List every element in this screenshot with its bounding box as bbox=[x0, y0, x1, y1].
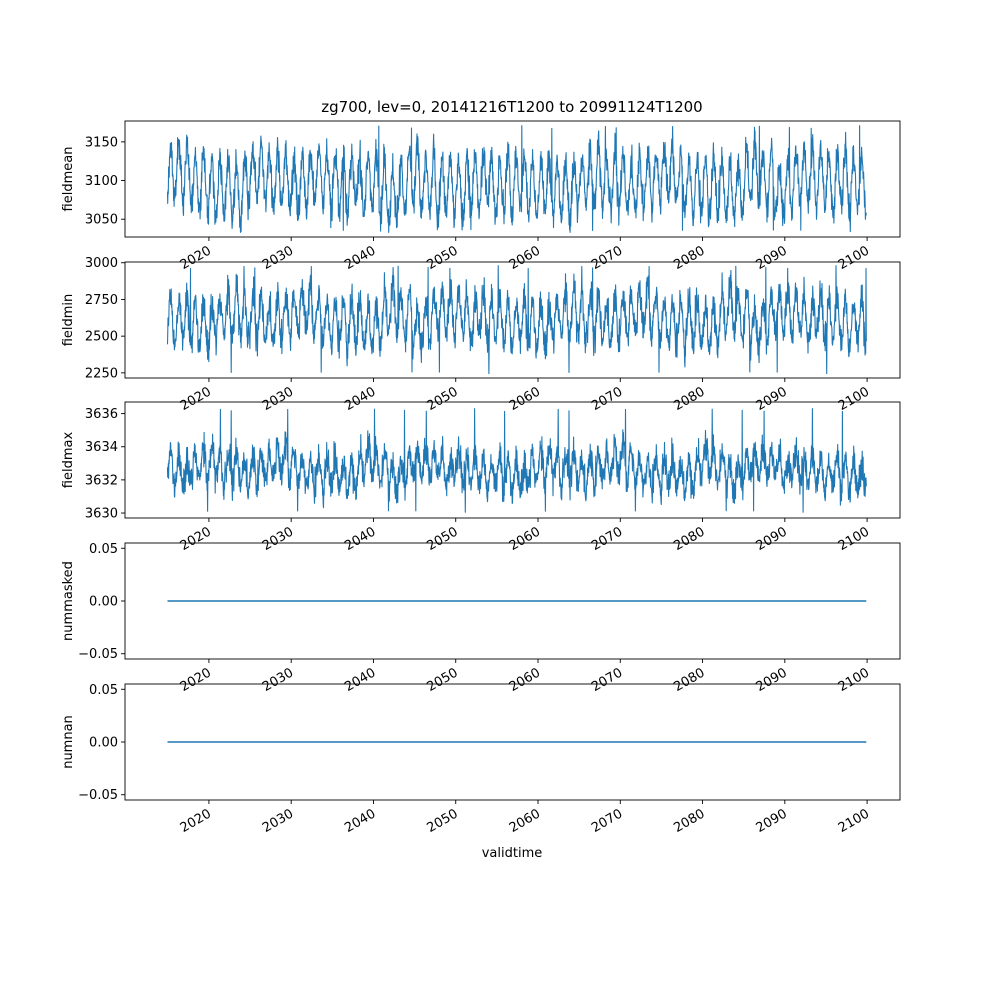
x-tick-label: 2090 bbox=[754, 384, 790, 414]
x-tick-label: 2090 bbox=[754, 665, 790, 695]
x-tick-label: 2020 bbox=[178, 806, 214, 836]
axes-frame-fieldmax bbox=[124, 401, 901, 519]
x-tick-label: 2100 bbox=[836, 524, 872, 554]
x-tick-label: 2050 bbox=[425, 665, 461, 695]
y-tick-label: 3000 bbox=[85, 256, 118, 271]
y-tick-label: 0.05 bbox=[89, 542, 118, 557]
y-axis-label: fieldmax bbox=[61, 432, 76, 489]
subplot-nummasked: −0.05 0.00 0.05 nummasked 2020 2030 2040 2050 20… bbox=[61, 542, 901, 695]
x-tick-label: 2090 bbox=[754, 806, 790, 836]
y-tick-label: 3636 bbox=[85, 407, 118, 422]
x-tick-label: 2030 bbox=[260, 524, 296, 554]
subplot-fieldmean: 3050 3100 3150 fieldmean 2020 2030 2040 2050 206… bbox=[61, 120, 901, 273]
y-tick-label: 0.00 bbox=[89, 736, 118, 751]
x-tick-label: 2060 bbox=[507, 524, 543, 554]
x-tick-label: 2100 bbox=[836, 665, 872, 695]
x-tick-label: 2040 bbox=[342, 806, 378, 836]
x-tick-label: 2070 bbox=[589, 384, 625, 414]
y-tick-label: 3150 bbox=[85, 135, 118, 150]
x-tick-label: 2080 bbox=[671, 243, 707, 273]
x-axis-label: validtime bbox=[482, 846, 543, 861]
x-tick-label: 2090 bbox=[754, 243, 790, 273]
x-tick-label: 2060 bbox=[507, 806, 543, 836]
y-tick-label: 3630 bbox=[85, 507, 118, 522]
x-tick-label: 2040 bbox=[342, 524, 378, 554]
x-tick-label: 2070 bbox=[589, 243, 625, 273]
y-axis-label: fieldmean bbox=[61, 147, 76, 212]
series-line-fieldmean bbox=[166, 125, 867, 233]
subplot-fieldmin: 2250 2500 2750 3000 fieldmin 2020 2030 2040 2050… bbox=[61, 256, 901, 414]
x-tick-label: 2030 bbox=[260, 665, 296, 695]
axes-frame-fieldmin bbox=[124, 261, 901, 379]
x-tick-label: 2020 bbox=[178, 524, 214, 554]
axes-frame-fieldmean bbox=[124, 120, 901, 238]
y-tick-label: 3634 bbox=[85, 440, 118, 455]
y-axis-label: fieldmin bbox=[61, 294, 76, 347]
x-tick-label: 2090 bbox=[754, 524, 790, 554]
x-tick-label: 2060 bbox=[507, 665, 543, 695]
x-tick-label: 2060 bbox=[507, 384, 543, 414]
x-tick-label: 2080 bbox=[671, 384, 707, 414]
y-tick-label: 0.00 bbox=[89, 595, 118, 610]
y-tick-label: 2250 bbox=[85, 366, 118, 381]
x-tick-label: 2030 bbox=[260, 243, 296, 273]
x-tick-label: 2030 bbox=[260, 384, 296, 414]
chart-title: zg700, lev=0, 20141216T1200 to 20991124T… bbox=[321, 98, 702, 116]
y-tick-label: 2500 bbox=[85, 330, 118, 345]
x-tick-label: 2020 bbox=[178, 665, 214, 695]
y-axis-label: nummasked bbox=[61, 561, 76, 641]
x-tick-label: 2060 bbox=[507, 243, 543, 273]
series-line-fieldmax bbox=[166, 408, 867, 513]
x-tick-label: 2050 bbox=[425, 524, 461, 554]
x-tick-label: 2070 bbox=[589, 665, 625, 695]
x-tick-label: 2100 bbox=[836, 806, 872, 836]
x-tick-label: 2050 bbox=[425, 384, 461, 414]
x-tick-label: 2050 bbox=[425, 806, 461, 836]
x-tick-label: 2080 bbox=[671, 806, 707, 836]
x-tick-label: 2080 bbox=[671, 524, 707, 554]
y-tick-label: −0.05 bbox=[78, 788, 118, 803]
subplot-fieldmax: 3630 3632 3634 3636 fieldmax 2020 2030 2040 2050… bbox=[61, 401, 901, 554]
x-tick-label: 2040 bbox=[342, 665, 378, 695]
x-tick-label: 2070 bbox=[589, 524, 625, 554]
x-tick-label: 2020 bbox=[178, 243, 214, 273]
x-tick-label: 2030 bbox=[260, 806, 296, 836]
x-tick-label: 2050 bbox=[425, 243, 461, 273]
y-tick-label: 3100 bbox=[85, 174, 118, 189]
series-line-fieldmin bbox=[166, 265, 867, 375]
x-tick-label: 2040 bbox=[342, 243, 378, 273]
y-axis-label: numnan bbox=[61, 715, 76, 769]
x-tick-label: 2100 bbox=[836, 384, 872, 414]
x-tick-label: 2070 bbox=[589, 806, 625, 836]
subplot-numnan: −0.05 0.00 0.05 numnan 2020 2030 2040 2050 2060 2… bbox=[61, 683, 901, 836]
x-tick-label: 2080 bbox=[671, 665, 707, 695]
y-tick-label: 3632 bbox=[85, 473, 118, 488]
y-tick-label: 0.05 bbox=[89, 683, 118, 698]
x-tick-label: 2100 bbox=[836, 243, 872, 273]
y-tick-label: 3050 bbox=[85, 213, 118, 228]
y-tick-label: 2750 bbox=[85, 293, 118, 308]
y-tick-label: −0.05 bbox=[78, 647, 118, 662]
x-tick-label: 2040 bbox=[342, 384, 378, 414]
x-tick-label: 2020 bbox=[178, 384, 214, 414]
